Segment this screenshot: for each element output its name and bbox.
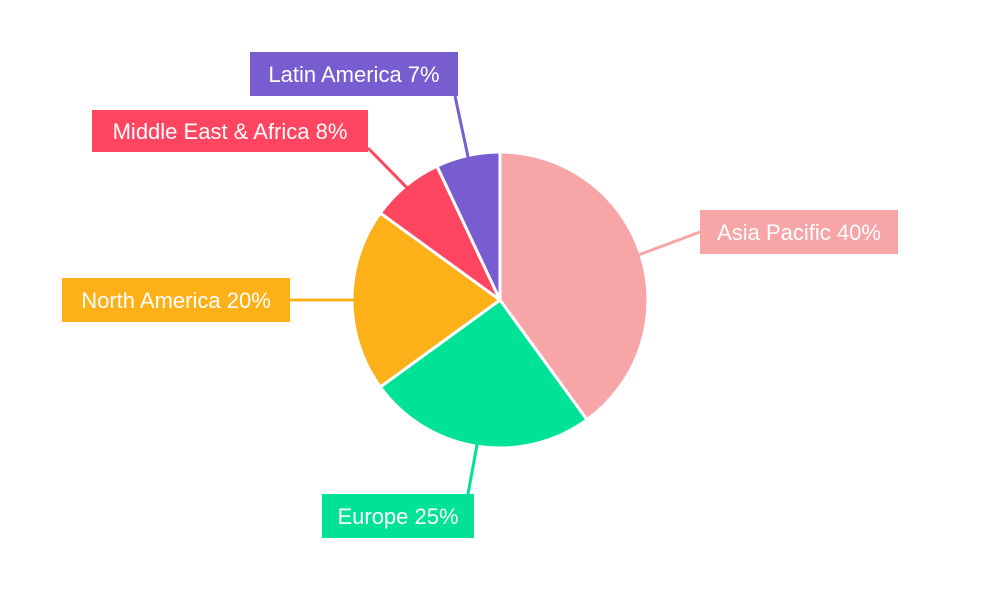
slice-label: North America 20% [81,288,271,313]
slice-label-box: Europe 25% [322,494,474,538]
slice-label: Latin America 7% [268,62,439,87]
leader-lines [290,95,701,495]
slice-label-box: Asia Pacific 40% [700,210,898,254]
label-background [250,52,458,96]
slice-label-box: Latin America 7% [250,52,458,96]
label-background [62,278,290,322]
slice-label: Middle East & Africa 8% [113,119,348,144]
leader-line [636,230,701,257]
leader-line [466,441,479,495]
label-background [700,210,898,254]
slice-labels: Asia Pacific 40% Europe 25% North America … [62,52,898,538]
slice-label-box: Middle East & Africa 8% [92,110,368,152]
slice-label-box: North America 20% [62,278,290,322]
label-background [322,494,474,538]
pie-slices [350,150,650,450]
slice-label: Europe 25% [337,504,458,529]
leader-line [453,95,471,160]
label-background [92,110,368,152]
slice-label: Asia Pacific 40% [717,220,881,245]
leader-line [366,146,410,191]
